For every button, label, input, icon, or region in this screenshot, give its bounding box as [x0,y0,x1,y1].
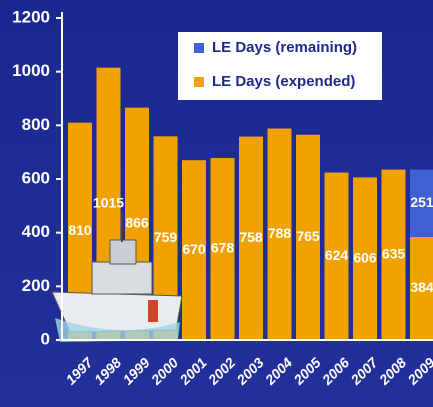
data-label: 765 [296,228,320,244]
legend: LE Days (remaining) LE Days (expended) [178,32,382,100]
data-label: 1015 [93,195,124,211]
data-label: 810 [68,222,92,238]
bar [296,134,320,340]
legend-label: LE Days (remaining) [212,39,357,56]
bar [210,158,235,340]
data-label: 624 [325,247,349,263]
legend-box [178,32,382,100]
legend-swatch [194,43,204,53]
y-tick-label: 800 [22,115,50,134]
y-tick-label: 200 [22,276,50,295]
bar [324,172,349,340]
legend-swatch [194,77,204,87]
data-label: 678 [211,240,235,256]
data-label: 606 [353,249,377,265]
data-label: 384 [410,279,433,295]
data-label: 251 [410,194,433,210]
data-label: 788 [268,225,292,241]
y-tick-label: 600 [22,168,50,187]
data-label: 635 [382,246,406,262]
data-label: 758 [239,229,263,245]
bar [182,160,206,340]
y-tick-label: 0 [41,329,50,348]
legend-label: LE Days (expended) [212,73,355,90]
data-label: 866 [125,215,149,231]
bar [239,136,263,340]
bar [381,169,406,340]
y-tick-label: 400 [22,222,50,241]
bar [410,236,433,340]
y-tick-label: 1200 [12,7,50,26]
bar [410,169,433,237]
ship-illustration [51,212,183,342]
bar [267,128,292,340]
y-tick-label: 1000 [12,61,50,80]
data-label: 759 [154,229,178,245]
data-label: 670 [182,241,206,257]
bar [353,177,377,340]
